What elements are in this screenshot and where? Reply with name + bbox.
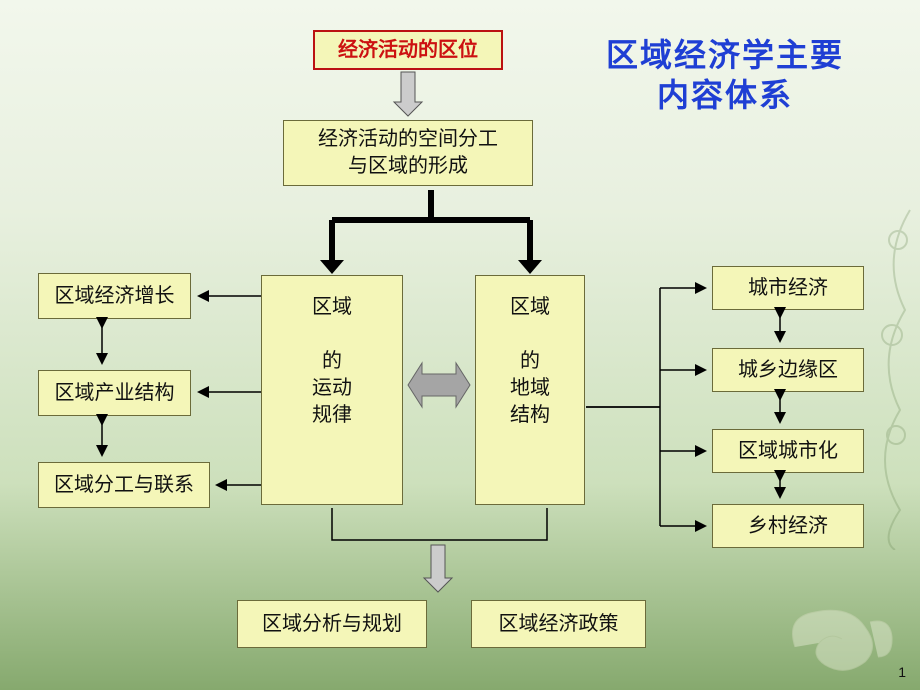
main-title: 区域经济学主要 内容体系 [560,35,890,115]
node-policy: 区域经济政策 [471,600,646,648]
node-planning: 区域分析与规划 [237,600,427,648]
node-rural: 乡村经济 [712,504,864,548]
node-urban-economy: 城市经济 [712,266,864,310]
node-location: 经济活动的区位 [313,30,503,70]
decorative-swirl [780,587,900,682]
node-fringe: 城乡边缘区 [712,348,864,392]
node-industry: 区域产业结构 [38,370,191,416]
node-division: 区域分工与联系 [38,462,210,508]
page-number: 1 [898,664,906,680]
node-urbanization: 区域城市化 [712,429,864,473]
node-law: 区域 的运动规律 [261,275,403,505]
main-title-line2: 内容体系 [657,77,793,113]
node-spatial: 经济活动的空间分工与区域的形成 [283,120,533,186]
node-growth: 区域经济增长 [38,273,191,319]
node-structure: 区域 的地域结构 [475,275,585,505]
main-title-line1: 区域经济学主要 [606,37,844,73]
